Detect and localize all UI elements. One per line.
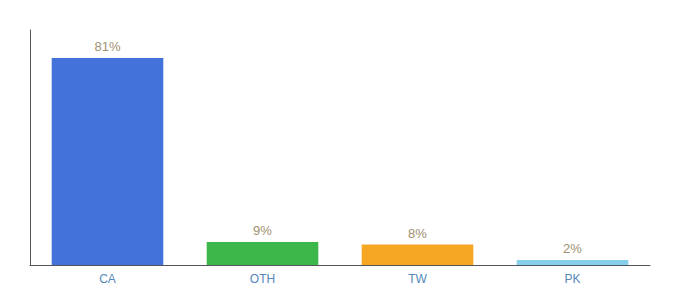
- svg-text:81%: 81%: [94, 39, 120, 54]
- svg-text:PK: PK: [564, 272, 580, 286]
- svg-text:2%: 2%: [563, 241, 582, 256]
- svg-text:9%: 9%: [253, 223, 272, 238]
- svg-text:CA: CA: [99, 272, 116, 286]
- svg-text:OTH: OTH: [250, 272, 275, 286]
- svg-text:TW: TW: [408, 272, 427, 286]
- svg-text:8%: 8%: [408, 226, 427, 241]
